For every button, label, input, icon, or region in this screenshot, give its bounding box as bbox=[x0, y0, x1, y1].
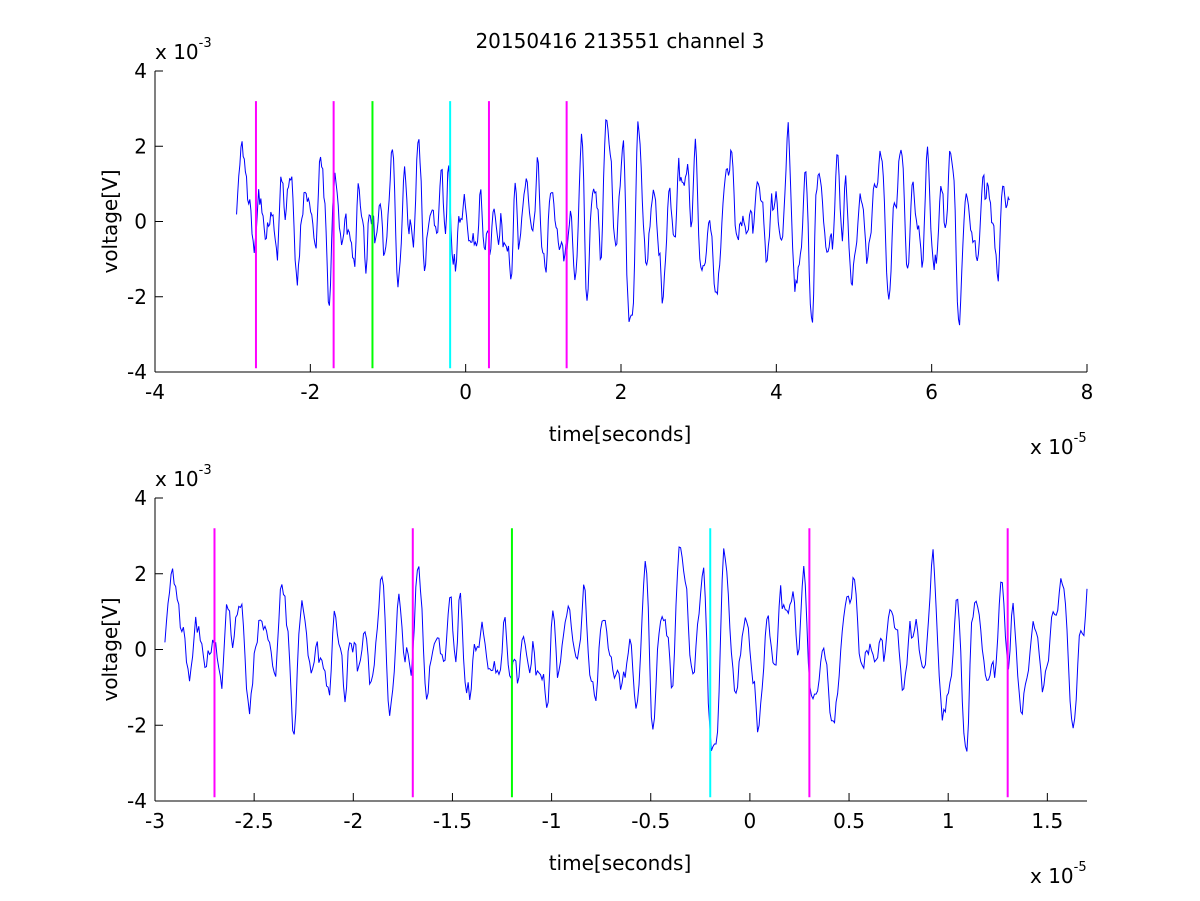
x-tick-label: 0.5 bbox=[833, 809, 865, 833]
x-tick-label: -1.5 bbox=[433, 809, 472, 833]
y-tick-label: 2 bbox=[134, 562, 147, 586]
signal-trace bbox=[236, 119, 1010, 326]
x-tick-label: -2 bbox=[300, 380, 320, 404]
x-axis-label: time[seconds] bbox=[549, 851, 692, 875]
y-tick-label: -2 bbox=[127, 285, 147, 309]
y-tick-label: 2 bbox=[134, 134, 147, 158]
y-tick-label: -4 bbox=[127, 360, 147, 384]
x-axis-label: time[seconds] bbox=[549, 422, 692, 446]
y-tick-label: -4 bbox=[127, 789, 147, 813]
y-tick-label: 4 bbox=[134, 59, 147, 83]
x-tick-label: 4 bbox=[770, 380, 783, 404]
x-tick-label: 1.5 bbox=[1031, 809, 1063, 833]
x-tick-label: 6 bbox=[925, 380, 938, 404]
x-tick-label: 2 bbox=[615, 380, 628, 404]
y-tick-label: 0 bbox=[134, 638, 147, 662]
y-tick-label: 0 bbox=[134, 210, 147, 234]
y-axis-label: voltage[V] bbox=[98, 597, 122, 701]
x-tick-label: -2 bbox=[343, 809, 363, 833]
y-tick-label: 4 bbox=[134, 486, 147, 510]
y-axis-label: voltage[V] bbox=[98, 169, 122, 273]
x-exponent: x 10-5 bbox=[1030, 431, 1087, 459]
x-tick-label: 8 bbox=[1081, 380, 1094, 404]
y-exponent: x 10-3 bbox=[155, 463, 212, 491]
x-tick-label: 0 bbox=[744, 809, 757, 833]
x-tick-label: -4 bbox=[145, 380, 165, 404]
figure-title: 20150416 213551 channel 3 bbox=[475, 29, 764, 53]
x-tick-label: -0.5 bbox=[631, 809, 670, 833]
x-tick-label: 0 bbox=[459, 380, 472, 404]
x-tick-label: -1 bbox=[542, 809, 562, 833]
x-exponent: x 10-5 bbox=[1030, 860, 1087, 888]
y-exponent: x 10-3 bbox=[155, 36, 212, 64]
bottom-plot: -3 -2.5 -2 -1.5 -1 -0.5 0 0.5 1 1.5 -4 -2 0 2 4 time[se… bbox=[98, 463, 1088, 888]
x-tick-label: -3 bbox=[145, 809, 165, 833]
x-tick-label: 1 bbox=[942, 809, 955, 833]
signal-trace bbox=[164, 546, 1088, 752]
x-tick-label: -2.5 bbox=[235, 809, 274, 833]
y-tick-label: -2 bbox=[127, 713, 147, 737]
top-plot: -4 -2 0 2 4 6 8 -4 -2 0 2 4 time[seconds] voltage[V] x… bbox=[98, 36, 1093, 459]
